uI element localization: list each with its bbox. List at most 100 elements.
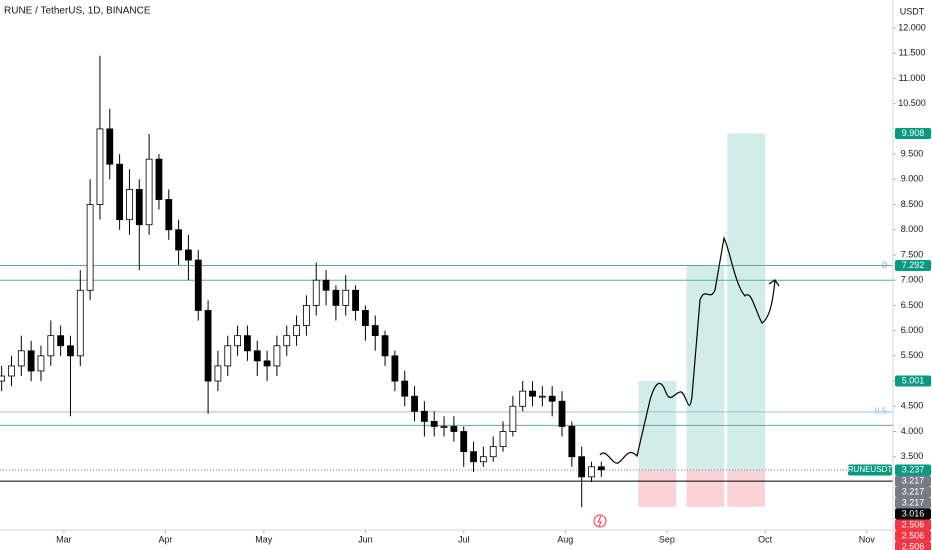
candle-body bbox=[352, 289, 359, 311]
candle-body bbox=[106, 128, 114, 165]
y-tick-label: 4.500 bbox=[901, 401, 924, 411]
price-label: 3.217 bbox=[902, 486, 925, 496]
candle-body bbox=[17, 350, 25, 367]
price-label-box bbox=[895, 530, 931, 542]
y-tick-label: 7.000 bbox=[901, 275, 924, 285]
candle-body bbox=[126, 189, 133, 221]
price-label-box bbox=[895, 508, 931, 520]
y-tick-label: 3.500 bbox=[901, 451, 924, 461]
target-zone bbox=[686, 265, 725, 470]
candle-body bbox=[548, 395, 556, 402]
target-zone bbox=[727, 133, 766, 470]
symbol-tag: RUNEUSDT bbox=[848, 465, 893, 474]
price-label: 3.016 bbox=[902, 508, 925, 518]
price-label: 9.908 bbox=[902, 128, 925, 138]
candle-body bbox=[411, 395, 418, 412]
candle-body bbox=[37, 355, 45, 372]
price-label: 2.506 bbox=[902, 541, 925, 550]
candle-body bbox=[96, 128, 104, 205]
y-tick-label: 12.000 bbox=[898, 22, 926, 32]
candle-body bbox=[322, 279, 330, 291]
price-label-box bbox=[895, 464, 931, 476]
candle-body bbox=[420, 410, 428, 422]
candle-body bbox=[371, 325, 379, 337]
candle-body bbox=[47, 335, 55, 357]
candle-body bbox=[509, 405, 517, 432]
y-tick-label: 6.000 bbox=[901, 325, 924, 335]
candle-body bbox=[234, 335, 241, 347]
price-label-box bbox=[895, 486, 931, 498]
symbol-tag-box bbox=[848, 464, 892, 476]
y-tick-label: 8.500 bbox=[901, 199, 924, 209]
candle-body bbox=[381, 335, 389, 357]
price-label: 2.506 bbox=[902, 519, 925, 529]
stop-zone bbox=[727, 469, 766, 507]
candle-body bbox=[440, 426, 448, 428]
projection-arrow bbox=[768, 279, 780, 287]
candle-body bbox=[342, 289, 350, 306]
candle-body bbox=[76, 289, 84, 357]
candle-body bbox=[145, 158, 153, 226]
y-tick-label: 8.000 bbox=[901, 224, 924, 234]
candle-body bbox=[0, 375, 6, 382]
candle-body bbox=[430, 421, 438, 427]
y-tick-label: 9.500 bbox=[901, 148, 924, 158]
y-tick-label: 11.000 bbox=[899, 73, 926, 83]
candle-body bbox=[116, 163, 124, 221]
price-label-box bbox=[895, 128, 931, 140]
candle-body bbox=[57, 335, 65, 347]
candle-body bbox=[27, 350, 35, 372]
candle-body bbox=[303, 305, 310, 326]
candle-body bbox=[460, 431, 468, 453]
y-tick-label: 7.500 bbox=[901, 249, 924, 259]
candle-body bbox=[283, 335, 291, 347]
candle-body bbox=[293, 325, 300, 337]
price-label-box bbox=[895, 497, 931, 509]
candle-body bbox=[194, 259, 202, 311]
y-tick-label: 9.000 bbox=[901, 174, 924, 184]
price-label-box bbox=[895, 541, 931, 550]
candle-body bbox=[529, 390, 536, 397]
x-tick-label: Oct bbox=[758, 534, 773, 544]
candle-body bbox=[8, 365, 15, 377]
candle-body bbox=[253, 350, 261, 362]
event-icon[interactable] bbox=[593, 514, 607, 528]
x-tick-label: Jun bbox=[358, 534, 373, 544]
candle-body bbox=[175, 229, 183, 251]
candle-body bbox=[165, 199, 173, 231]
x-tick-label: Jul bbox=[458, 534, 470, 544]
x-tick-label: Nov bbox=[859, 534, 876, 544]
x-tick-label: Aug bbox=[557, 534, 573, 544]
candle-body bbox=[214, 365, 222, 382]
candle-body bbox=[479, 456, 487, 463]
candle-body bbox=[519, 390, 527, 407]
candle-body bbox=[244, 335, 251, 352]
candle-body bbox=[273, 345, 281, 367]
price-label: 3.217 bbox=[902, 497, 925, 507]
x-tick-label: Mar bbox=[56, 534, 72, 544]
axis-layer: 3.5004.0004.5005.0005.5006.0006.5007.000… bbox=[56, 22, 931, 550]
level-label: 0 bbox=[882, 260, 887, 270]
level-label: 0.5 bbox=[874, 406, 887, 416]
candle-body bbox=[588, 466, 595, 478]
candles-layer bbox=[0, 55, 605, 508]
candle-body bbox=[312, 279, 320, 306]
y-tick-label: 5.500 bbox=[901, 350, 924, 360]
price-label: 7.292 bbox=[902, 260, 925, 270]
price-label-box bbox=[895, 519, 931, 531]
candle-body bbox=[361, 310, 369, 326]
chart-title: RUNE / TetherUS, 1D, BINANCE bbox=[4, 6, 151, 17]
candle-body bbox=[391, 355, 399, 382]
candle-body bbox=[470, 451, 477, 463]
x-tick-label: Sep bbox=[659, 534, 675, 544]
x-tick-label: Apr bbox=[158, 534, 172, 544]
candle-body bbox=[135, 189, 143, 226]
candle-body bbox=[538, 395, 546, 398]
candle-body bbox=[263, 360, 271, 367]
y-tick-label: 11.500 bbox=[899, 48, 926, 58]
price-label-box bbox=[895, 259, 931, 271]
candle-body bbox=[332, 289, 340, 306]
candle-body bbox=[499, 431, 507, 448]
